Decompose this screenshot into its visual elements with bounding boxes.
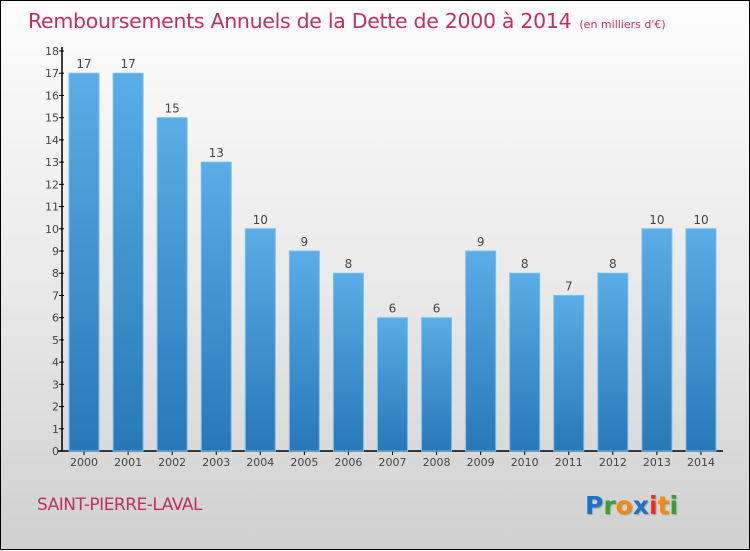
x-tick-label-2011: 2011 <box>555 456 583 469</box>
chart-unit: (en milliers d'€) <box>579 18 666 31</box>
bar-2002 <box>156 117 188 452</box>
x-tick-label-2008: 2008 <box>423 456 451 469</box>
bar-2011 <box>553 294 585 452</box>
x-tick-label-2002: 2002 <box>158 456 186 469</box>
bar-2010 <box>509 272 541 452</box>
bar-2005 <box>288 250 320 452</box>
y-tick-label: 17 <box>45 67 59 80</box>
bar-2009 <box>465 250 497 452</box>
logo-letter: r <box>603 491 616 520</box>
x-tick-label-2014: 2014 <box>687 456 715 469</box>
data-label-2007: 6 <box>389 302 397 316</box>
y-tick-label: 5 <box>52 334 59 347</box>
y-tick-label: 2 <box>52 401 59 414</box>
data-label-2005: 9 <box>301 235 309 249</box>
data-label-2012: 8 <box>609 257 617 271</box>
bar-2006 <box>332 272 364 452</box>
y-tick-label: 9 <box>52 245 59 258</box>
y-tick-label: 18 <box>45 45 59 58</box>
x-tick-label-2012: 2012 <box>599 456 627 469</box>
y-tick-label: 7 <box>52 289 59 302</box>
bar-2001 <box>112 72 144 452</box>
y-tick-label: 13 <box>45 156 59 169</box>
y-tick-label: 16 <box>45 89 59 102</box>
y-tick-label: 12 <box>45 178 59 191</box>
data-label-2001: 17 <box>120 57 135 71</box>
x-tick-label-2001: 2001 <box>114 456 142 469</box>
proxiti-logo[interactable]: Proxiti <box>585 491 678 520</box>
x-tick-label-2006: 2006 <box>334 456 362 469</box>
bar-2004 <box>244 228 276 452</box>
data-label-2008: 6 <box>433 302 441 316</box>
bar-2013 <box>641 228 673 452</box>
y-tick-label: 4 <box>52 356 59 369</box>
data-label-2010: 8 <box>521 257 529 271</box>
data-label-2003: 13 <box>209 146 224 160</box>
town-name: SAINT-PIERRE-LAVAL <box>37 495 202 515</box>
data-label-2006: 8 <box>345 257 353 271</box>
bar-2000 <box>68 72 100 452</box>
y-tick-label: 6 <box>52 312 59 325</box>
bar-2007 <box>377 317 408 452</box>
bar-2012 <box>597 272 629 452</box>
logo-letter: t <box>657 491 670 520</box>
data-label-2009: 9 <box>477 235 485 249</box>
chart-title-text: Remboursements Annuels de la Dette de 20… <box>28 9 572 33</box>
x-tick-label-2007: 2007 <box>379 456 407 469</box>
data-label-2002: 15 <box>165 102 180 116</box>
y-tick-label: 8 <box>52 267 59 280</box>
logo-letter: o <box>615 491 633 520</box>
bar-2008 <box>421 317 453 452</box>
logo-letter: x <box>632 491 649 520</box>
y-tick-label: 15 <box>45 112 59 125</box>
y-tick-label: 11 <box>45 201 59 214</box>
x-tick-label-2000: 2000 <box>70 456 98 469</box>
y-tick-label: 0 <box>52 445 59 458</box>
x-tick-label-2009: 2009 <box>467 456 495 469</box>
x-tick-label-2004: 2004 <box>246 456 274 469</box>
data-label-2013: 10 <box>649 213 664 227</box>
y-tick-label: 10 <box>45 223 59 236</box>
data-label-2000: 17 <box>76 57 91 71</box>
x-tick-label-2003: 2003 <box>202 456 230 469</box>
y-tick-label: 3 <box>52 378 59 391</box>
y-tick-label: 14 <box>45 134 59 147</box>
logo-letter: i <box>669 491 679 520</box>
data-label-2004: 10 <box>253 213 268 227</box>
x-tick-label-2013: 2013 <box>643 456 671 469</box>
data-label-2014: 10 <box>693 213 708 227</box>
logo-letter: P <box>585 491 604 520</box>
logo-letter: i <box>649 491 658 520</box>
x-tick-label-2005: 2005 <box>290 456 318 469</box>
bar-2014 <box>685 228 717 452</box>
bar-2003 <box>200 161 232 452</box>
data-label-2011: 7 <box>565 279 573 293</box>
y-tick-label: 1 <box>52 423 59 436</box>
x-tick-label-2010: 2010 <box>511 456 539 469</box>
chart-title: Remboursements Annuels de la Dette de 20… <box>28 9 666 33</box>
